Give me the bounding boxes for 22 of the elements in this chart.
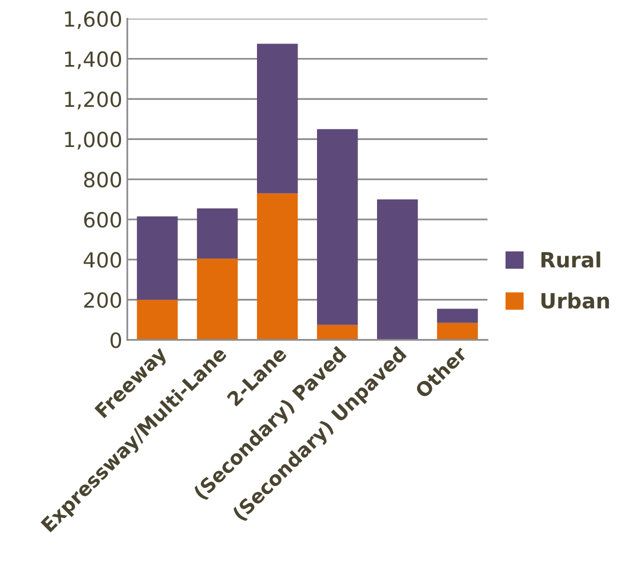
y-tick-label: 400 (84, 252, 122, 268)
bar (377, 199, 418, 340)
y-tick-label: 600 (84, 212, 122, 228)
bar (317, 324, 358, 340)
y-tick-label: 1,400 (65, 51, 122, 70)
y-tick-label: 800 (84, 172, 122, 188)
legend-label: Rural (541, 251, 600, 268)
bar (136, 300, 178, 340)
legend-label: Urban (541, 292, 609, 309)
bar (256, 44, 298, 194)
y-tick-label: 1,200 (65, 91, 122, 110)
bar (136, 216, 178, 300)
bar (437, 308, 478, 323)
y-tick-label: 1,600 (65, 11, 122, 30)
bar (437, 322, 478, 340)
bar (196, 258, 238, 340)
y-tick-label: 200 (84, 292, 122, 308)
bar (317, 129, 358, 325)
y-tick-label: 0 (110, 332, 122, 348)
bar (256, 193, 298, 340)
y-tick-label: 1,000 (65, 132, 122, 150)
bar (196, 208, 238, 259)
